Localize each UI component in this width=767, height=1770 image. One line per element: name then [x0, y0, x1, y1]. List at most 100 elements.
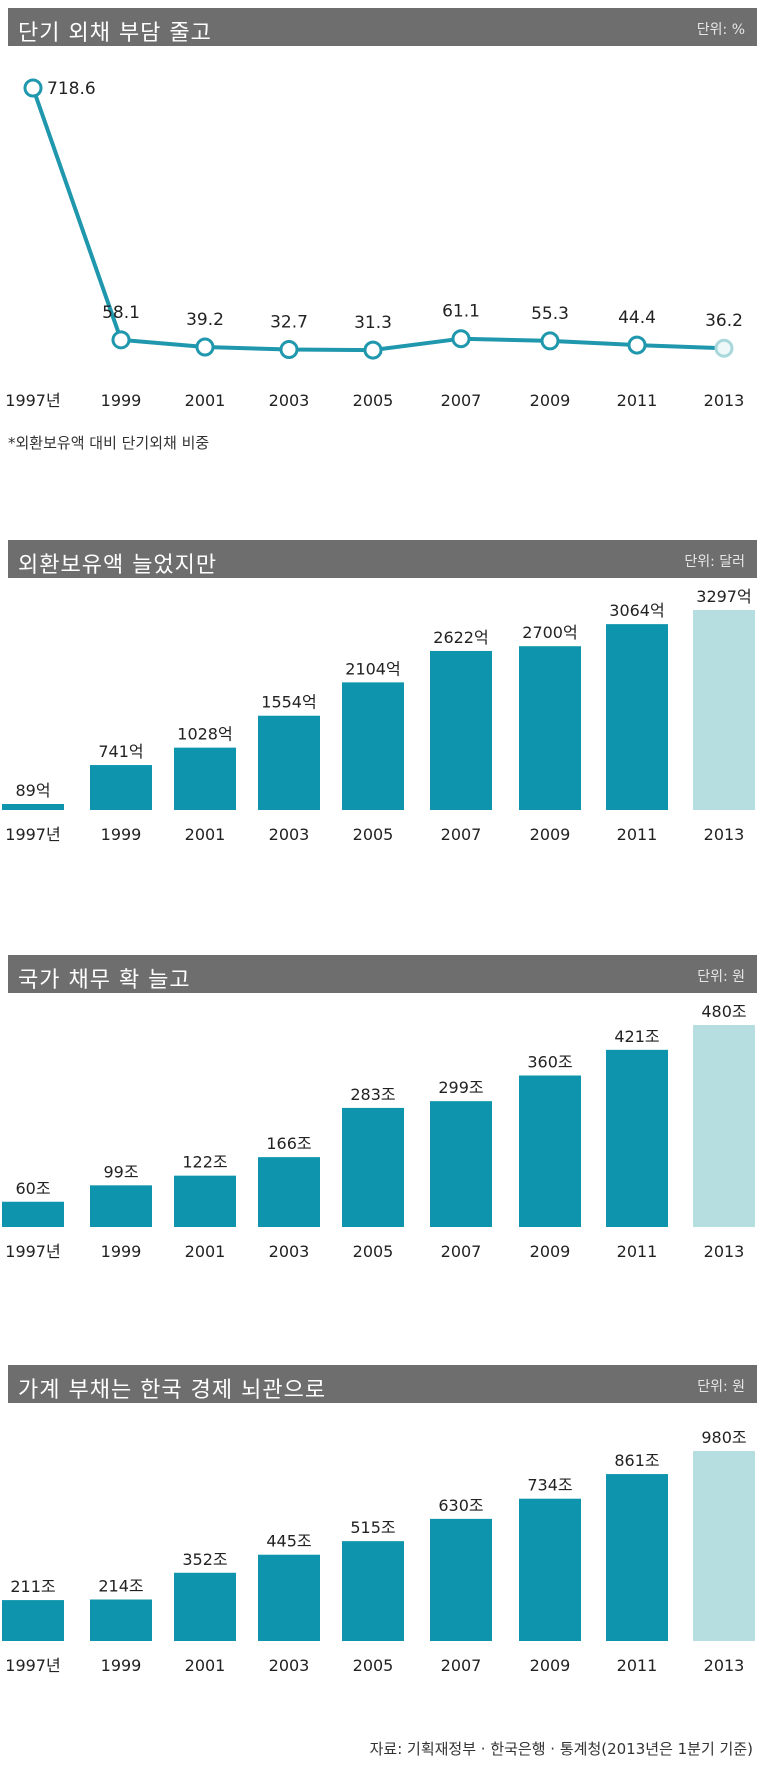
x-tick-label: 2009	[530, 1656, 571, 1675]
data-label: 734조	[527, 1476, 572, 1495]
line-chart: 718.6 1997년 58.1 1999 39.2 2001 32.7 2003 31.3 20…	[5, 78, 744, 410]
bar	[430, 1101, 492, 1227]
source-note: 자료: 기획재정부 · 한국은행 · 통계청(2013년은 1분기 기준)	[369, 1740, 753, 1758]
data-point	[195, 337, 215, 357]
bar	[2, 1201, 64, 1227]
x-tick-label: 1997년	[5, 391, 60, 410]
x-tick-label: 2003	[269, 391, 310, 410]
data-label: 445조	[266, 1532, 311, 1551]
unit-label: 단위: 달러	[684, 554, 745, 570]
bar	[2, 804, 64, 810]
bar	[258, 715, 320, 810]
bar	[606, 624, 668, 810]
data-label: 283조	[350, 1085, 395, 1104]
bar	[90, 1185, 152, 1227]
bar	[519, 1075, 581, 1227]
x-tick-label: 2001	[185, 1656, 226, 1675]
bar	[342, 1541, 404, 1641]
data-label: 2700억	[522, 623, 577, 642]
x-tick-label: 2007	[441, 391, 482, 410]
data-label: 2622억	[433, 628, 488, 647]
data-point	[627, 335, 647, 355]
x-tick-label: 1999	[101, 391, 142, 410]
x-tick-label: 1997년	[5, 1656, 60, 1675]
x-tick-label: 2001	[185, 391, 226, 410]
data-point	[451, 329, 471, 349]
x-tick-label: 2005	[353, 1656, 394, 1675]
data-label: 480조	[701, 1002, 746, 1021]
x-tick-label: 2007	[441, 1242, 482, 1261]
x-tick-label: 2011	[617, 1242, 658, 1261]
data-label: 3297억	[696, 587, 751, 606]
data-label: 1028억	[177, 725, 232, 744]
x-tick-label: 1997년	[5, 825, 60, 844]
bar	[519, 1498, 581, 1641]
x-tick-label: 1999	[101, 1656, 142, 1675]
bar	[2, 1600, 64, 1641]
unit-label: 단위: %	[696, 22, 745, 38]
x-tick-label: 1997년	[5, 1242, 60, 1261]
panel-header: 외환보유액 늘었지만 단위: 달러	[8, 540, 757, 578]
x-tick-label: 2009	[530, 391, 571, 410]
data-label: 299조	[438, 1078, 483, 1097]
footnote: *외환보유액 대비 단기외채 비중	[8, 434, 210, 452]
x-tick-label: 2013	[704, 825, 745, 844]
data-label: 352조	[182, 1550, 227, 1569]
data-label: 55.3	[531, 304, 569, 324]
data-label: 58.1	[102, 303, 140, 323]
bar	[693, 1025, 755, 1227]
x-tick-label: 2003	[269, 1242, 310, 1261]
x-tick-label: 2001	[185, 825, 226, 844]
data-label: 1554억	[261, 693, 316, 712]
data-label: 421조	[614, 1027, 659, 1046]
bar	[174, 1175, 236, 1227]
data-label: 60조	[15, 1179, 50, 1198]
data-label: 99조	[103, 1162, 138, 1181]
data-point	[279, 340, 299, 360]
data-label: 36.2	[705, 311, 743, 331]
fx-reserves-panel: 외환보유액 늘었지만 단위: 달러 89억 1997년 741억 1999 1028억 2…	[0, 540, 767, 910]
bar	[519, 646, 581, 810]
x-tick-label: 2005	[353, 825, 394, 844]
data-label: 44.4	[618, 308, 656, 328]
bar	[174, 747, 236, 810]
data-label: 980조	[701, 1428, 746, 1447]
data-point	[111, 330, 131, 350]
bar-chart: 60조 1997년 99조 1999 122조 2001 166조 2003 283조 2005 2…	[2, 1002, 755, 1261]
bar	[606, 1049, 668, 1227]
data-label: 2104억	[345, 659, 400, 678]
bar	[342, 682, 404, 810]
bar	[430, 1518, 492, 1641]
bar	[258, 1157, 320, 1227]
data-point	[540, 331, 560, 351]
bar	[342, 1107, 404, 1227]
national-debt-panel: 국가 채무 확 늘고 단위: 원 60조 1997년 99조 1999 122조 2001…	[0, 955, 767, 1325]
panel-header: 단기 외채 부담 줄고 단위: %	[8, 8, 757, 46]
unit-label: 단위: 원	[697, 1379, 745, 1395]
x-tick-label: 2005	[353, 391, 394, 410]
panel-title: 가계 부채는 한국 경제 뇌관으로	[18, 1378, 327, 1403]
panel-title: 단기 외채 부담 줄고	[18, 21, 212, 46]
bar	[90, 1599, 152, 1641]
x-tick-label: 2003	[269, 1656, 310, 1675]
unit-label: 단위: 원	[697, 969, 745, 985]
panel-title: 외환보유액 늘었지만	[18, 553, 218, 578]
data-label: 166조	[266, 1134, 311, 1153]
data-label: 32.7	[270, 313, 308, 333]
x-tick-label: 1999	[101, 1242, 142, 1261]
x-tick-label: 2013	[704, 1242, 745, 1261]
bar	[606, 1474, 668, 1641]
data-label: 31.3	[354, 313, 392, 333]
x-tick-label: 1999	[101, 825, 142, 844]
x-tick-label: 2001	[185, 1242, 226, 1261]
short-term-debt-panel: 단기 외채 부담 줄고 단위: % 718.6 1997년 58.1 1999 39.2…	[0, 8, 767, 458]
data-label: 61.1	[442, 302, 480, 322]
panel-header: 국가 채무 확 늘고 단위: 원	[8, 955, 757, 993]
bar	[693, 610, 755, 810]
x-tick-label: 2011	[617, 825, 658, 844]
bar	[430, 650, 492, 810]
x-tick-label: 2003	[269, 825, 310, 844]
data-label: 630조	[438, 1496, 483, 1515]
x-tick-label: 2005	[353, 1242, 394, 1261]
panel-header: 가계 부채는 한국 경제 뇌관으로 단위: 원	[8, 1365, 757, 1403]
